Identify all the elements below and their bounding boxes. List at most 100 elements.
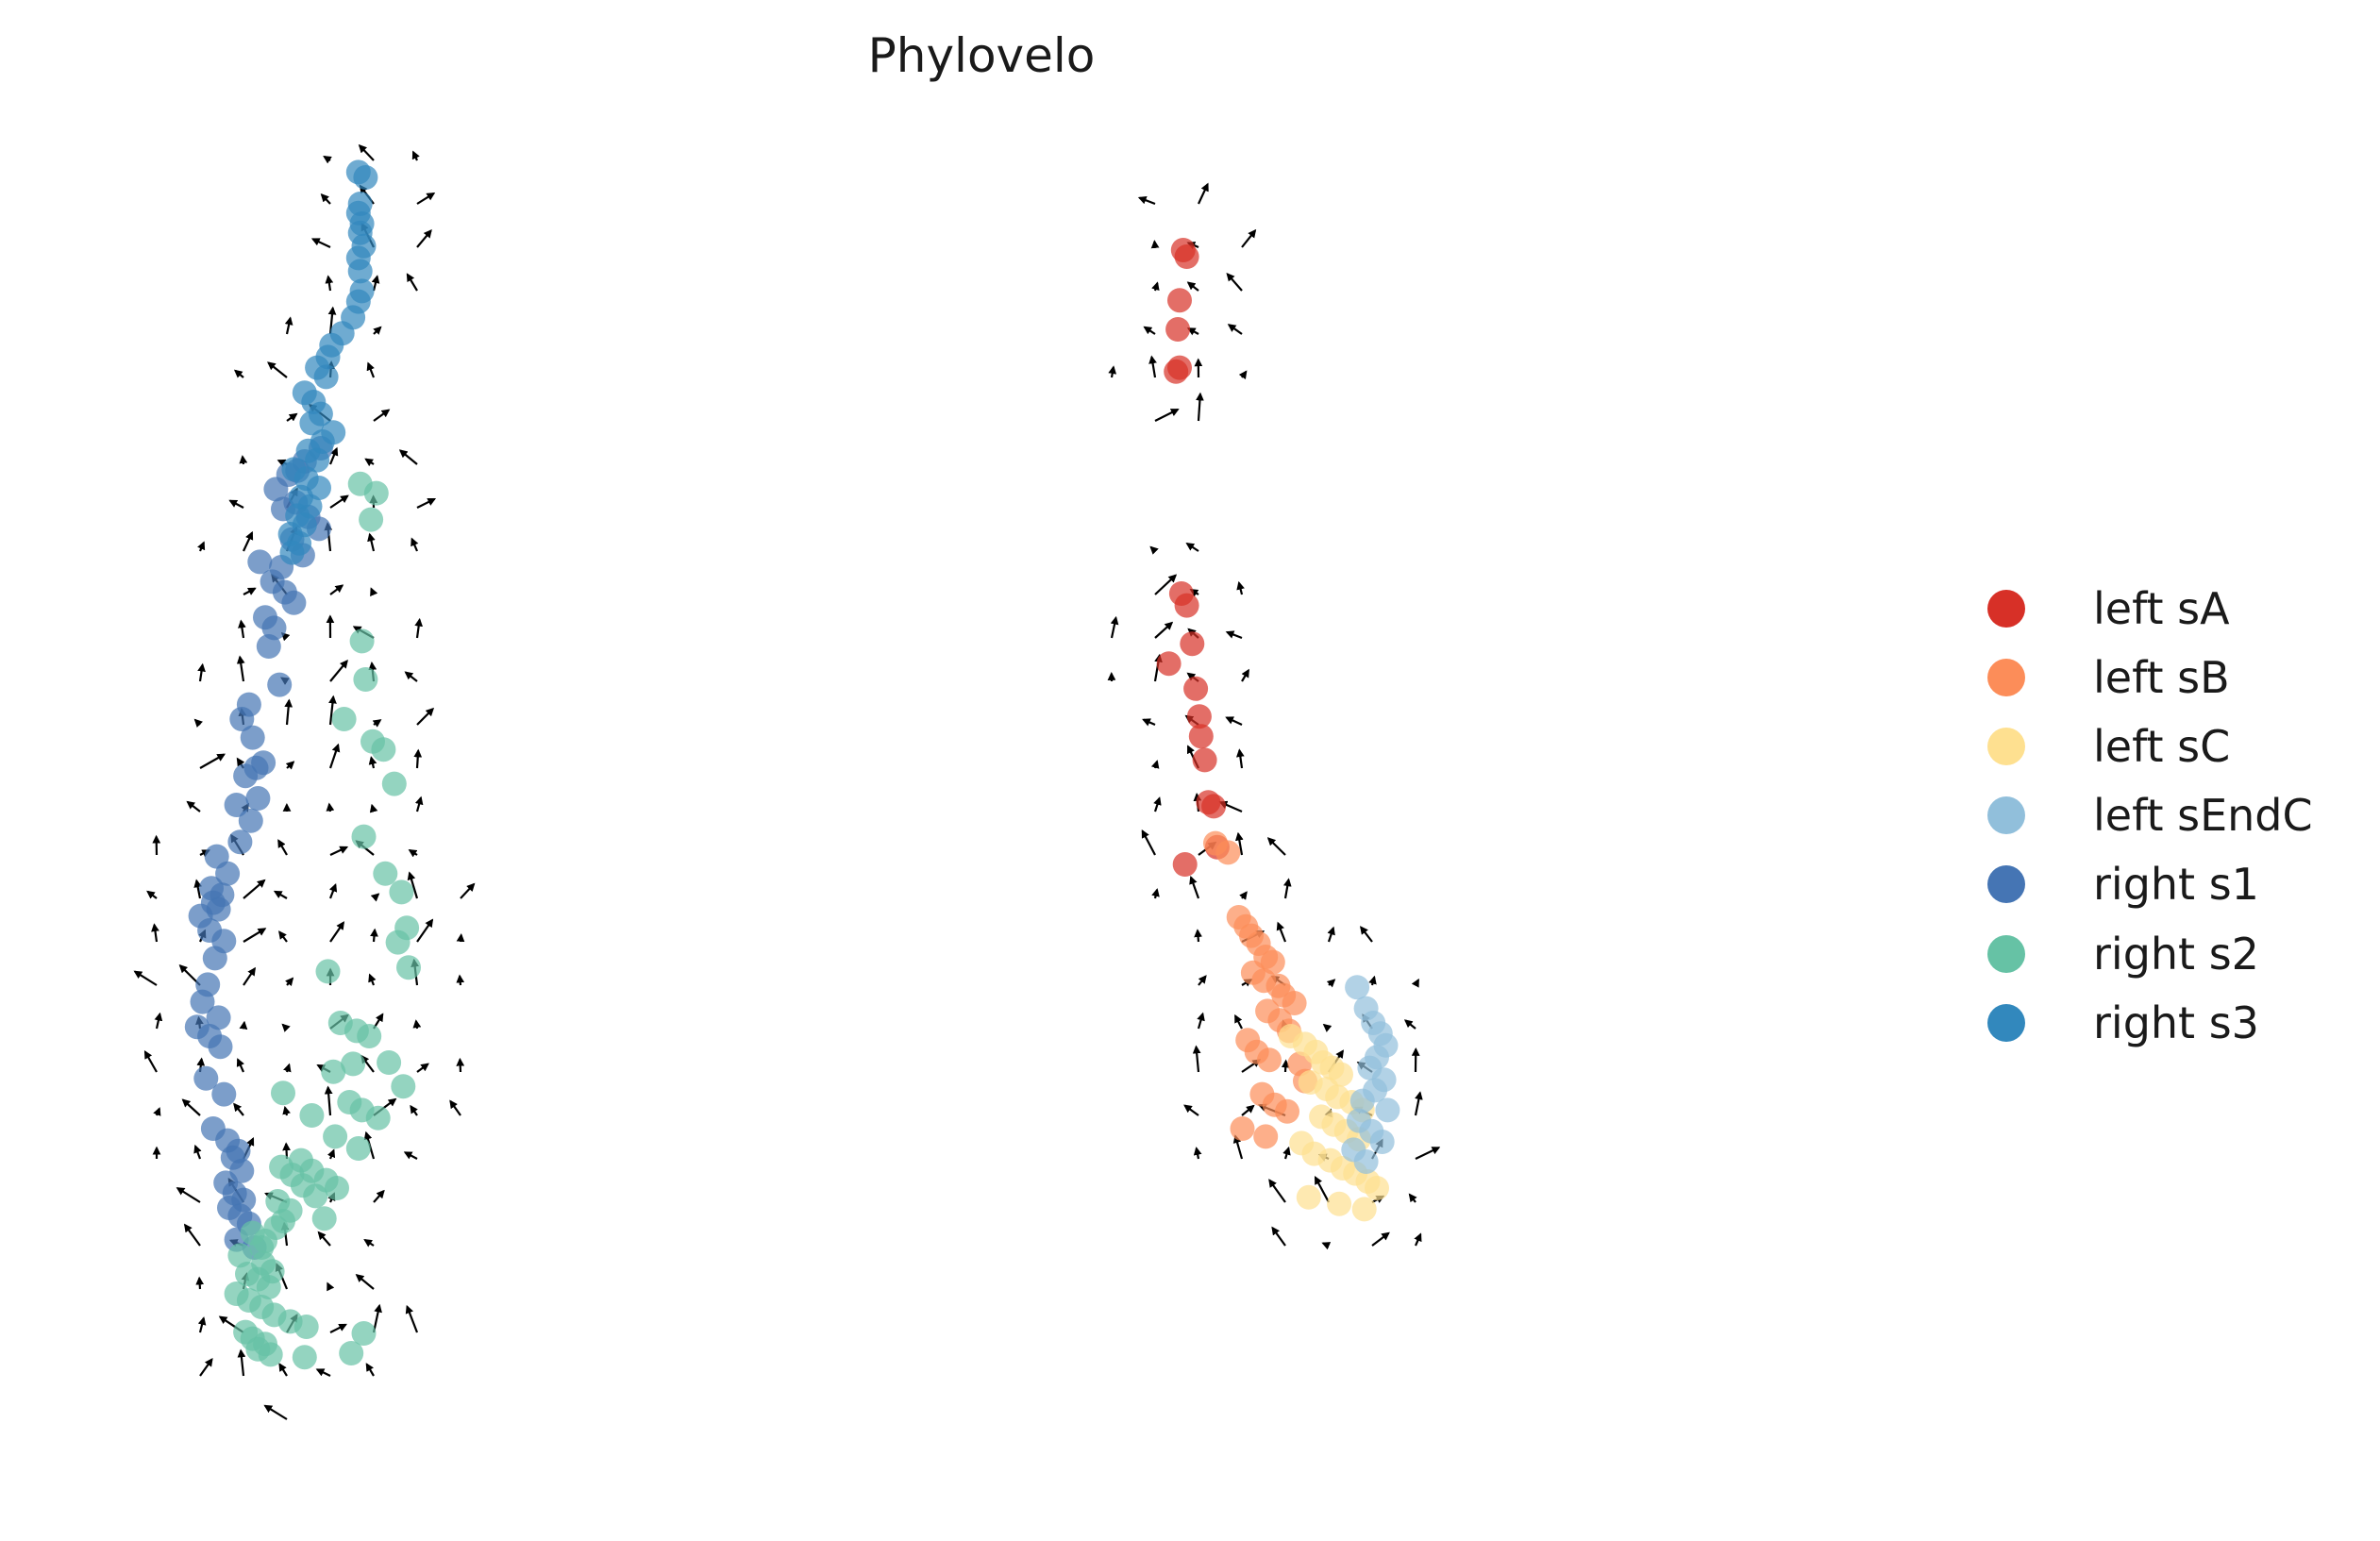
velocity-arrow-32 bbox=[236, 655, 245, 682]
velocity-arrow-93 bbox=[329, 921, 344, 943]
point-left-sB-23 bbox=[1275, 1098, 1299, 1124]
velocity-arrow-121 bbox=[370, 893, 380, 902]
velocity-arrow-113 bbox=[367, 532, 376, 552]
velocity-arrow-160 bbox=[1110, 615, 1119, 639]
velocity-arrow-145 bbox=[408, 848, 418, 858]
velocity-arrow-25 bbox=[199, 1357, 213, 1377]
velocity-arrow-51 bbox=[286, 412, 298, 422]
velocity-arrow-64 bbox=[285, 977, 294, 987]
point-right-s3-1 bbox=[353, 165, 378, 190]
velocity-arrow-163 bbox=[1150, 240, 1160, 249]
point-right-s2-51 bbox=[256, 1275, 281, 1299]
legend-label: right s2 bbox=[2093, 928, 2259, 980]
legend-item-left-sA: left sA bbox=[1987, 574, 2313, 643]
velocity-arrow-14 bbox=[193, 879, 202, 899]
point-right-s2-25 bbox=[321, 1059, 346, 1084]
point-right-s2-27 bbox=[299, 1103, 325, 1128]
point-right-s2-9 bbox=[351, 824, 377, 849]
velocity-arrow-48 bbox=[237, 1348, 246, 1377]
velocity-arrow-28 bbox=[228, 499, 244, 509]
point-right-s1-22 bbox=[240, 725, 265, 750]
velocity-arrow-10 bbox=[193, 718, 203, 728]
velocity-arrow-110 bbox=[373, 409, 391, 422]
legend-swatch bbox=[1987, 796, 2025, 835]
velocity-arrow-204 bbox=[1241, 668, 1249, 682]
velocity-arrow-22 bbox=[183, 1223, 201, 1247]
point-right-s1-42 bbox=[206, 1005, 231, 1030]
velocity-arrow-138 bbox=[416, 497, 437, 509]
velocity-arrow-119 bbox=[369, 803, 378, 813]
velocity-arrow-247 bbox=[1408, 1193, 1417, 1203]
velocity-arrow-242 bbox=[1411, 978, 1419, 988]
velocity-arrow-202 bbox=[1236, 580, 1245, 595]
legend-swatch bbox=[1987, 589, 2025, 628]
legend-label: left sA bbox=[2093, 582, 2230, 634]
velocity-arrow-133 bbox=[411, 150, 420, 161]
velocity-arrow-59 bbox=[285, 761, 295, 770]
point-left-sC-22 bbox=[1296, 1184, 1321, 1210]
velocity-arrow-209 bbox=[1239, 891, 1248, 900]
velocity-arrow-74 bbox=[263, 1404, 288, 1420]
velocity-arrow-162 bbox=[1137, 196, 1156, 206]
point-right-s3-34 bbox=[279, 540, 305, 565]
point-right-s2-46 bbox=[227, 1243, 253, 1268]
velocity-arrow-235 bbox=[1368, 975, 1377, 986]
velocity-arrow-158 bbox=[449, 1099, 461, 1116]
velocity-arrow-216 bbox=[1266, 837, 1286, 856]
point-right-s2-24 bbox=[271, 1080, 295, 1106]
velocity-arrow-12 bbox=[186, 800, 201, 812]
velocity-arrow-243 bbox=[1403, 1019, 1416, 1030]
velocity-arrow-143 bbox=[413, 748, 423, 769]
velocity-arrow-142 bbox=[416, 707, 435, 726]
point-right-s3-8 bbox=[347, 259, 373, 284]
velocity-arrow-101 bbox=[327, 1281, 335, 1292]
velocity-arrow-225 bbox=[1271, 1226, 1286, 1247]
velocity-arrow-208 bbox=[1234, 831, 1244, 856]
velocity-arrow-11 bbox=[199, 753, 226, 769]
velocity-arrow-206 bbox=[1235, 748, 1245, 769]
point-left-sEndC-0 bbox=[1345, 975, 1370, 1000]
velocity-arrow-77 bbox=[310, 238, 331, 248]
velocity-arrow-26 bbox=[233, 369, 244, 378]
velocity-arrow-5 bbox=[143, 1049, 158, 1073]
point-right-s2-8 bbox=[381, 771, 407, 796]
velocity-arrow-196 bbox=[1183, 1104, 1199, 1116]
point-left-sEndC-10 bbox=[1375, 1097, 1400, 1123]
chart-title: Phylovelo bbox=[867, 28, 1096, 83]
velocity-arrow-97 bbox=[324, 1085, 333, 1116]
velocity-arrow-144 bbox=[414, 796, 424, 812]
velocity-arrow-92 bbox=[328, 882, 338, 899]
velocity-arrow-195 bbox=[1192, 1045, 1201, 1073]
point-right-s2-18 bbox=[357, 1024, 382, 1048]
velocity-arrow-1 bbox=[146, 890, 158, 899]
velocity-arrow-149 bbox=[412, 1019, 422, 1030]
velocity-arrow-50 bbox=[267, 361, 288, 378]
legend-label: right s1 bbox=[2093, 859, 2259, 911]
velocity-arrow-248 bbox=[1414, 1232, 1422, 1247]
point-left-sB-18 bbox=[1257, 1047, 1282, 1073]
velocity-arrow-98 bbox=[327, 1148, 336, 1160]
velocity-arrow-29 bbox=[243, 530, 254, 552]
velocity-arrow-177 bbox=[1198, 182, 1209, 205]
legend-swatch bbox=[1987, 658, 2025, 696]
point-left-sA-10 bbox=[1183, 676, 1209, 701]
point-left-sA-1 bbox=[1174, 244, 1199, 269]
legend-swatch bbox=[1987, 1003, 2025, 1042]
point-left-sA-11 bbox=[1186, 704, 1212, 729]
velocity-arrow-241 bbox=[1371, 1231, 1390, 1247]
point-right-s2-15 bbox=[315, 959, 341, 984]
velocity-arrow-37 bbox=[243, 879, 266, 899]
scatter-points bbox=[184, 159, 1400, 1370]
velocity-arrow-147 bbox=[416, 918, 434, 943]
velocity-arrow-233 bbox=[1321, 1242, 1332, 1250]
velocity-arrow-212 bbox=[1234, 1013, 1243, 1030]
point-right-s2-23 bbox=[365, 1105, 391, 1131]
velocity-arrow-197 bbox=[1193, 1147, 1202, 1160]
point-left-sC-24 bbox=[1351, 1197, 1377, 1222]
velocity-arrow-166 bbox=[1148, 355, 1157, 378]
velocity-arrow-198 bbox=[1241, 228, 1257, 248]
point-left-sB-24 bbox=[1230, 1116, 1255, 1141]
point-right-s2-33 bbox=[325, 1176, 349, 1200]
velocity-arrow-224 bbox=[1268, 1179, 1286, 1203]
